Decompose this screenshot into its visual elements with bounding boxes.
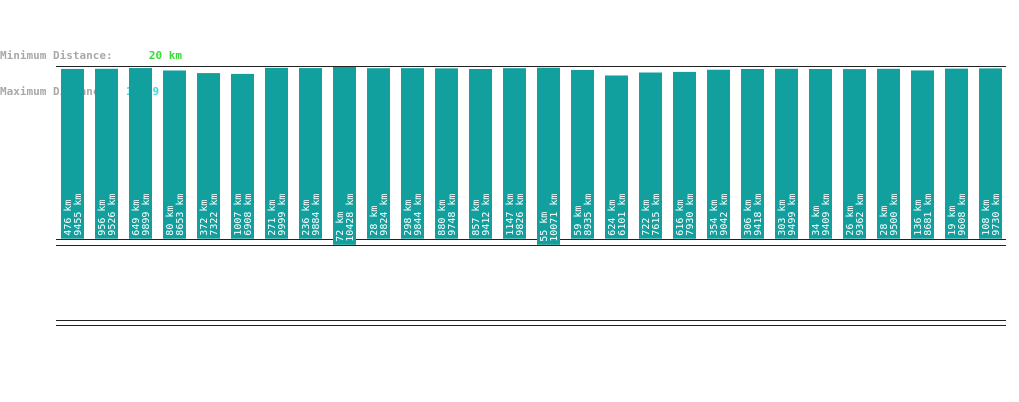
- bar-min-label: 136 km: [913, 200, 924, 236]
- bar-max-label: 8653 km: [175, 194, 186, 236]
- bar: [265, 67, 288, 239]
- bar-max-label: 9526 km: [107, 194, 118, 236]
- bar: [775, 68, 798, 239]
- bar-min-label: 303 km: [777, 200, 788, 236]
- bar: [979, 68, 1002, 239]
- bar-min-label: 354 km: [709, 200, 720, 236]
- bar-min-label: 271 km: [267, 200, 278, 236]
- bar: [639, 72, 662, 239]
- bar-min-label: 59 km: [573, 206, 584, 236]
- bar: [537, 67, 560, 245]
- bar: [707, 69, 730, 239]
- bar-max-label: 9748 km: [447, 194, 458, 236]
- bar: [333, 67, 356, 245]
- bar-max-label: 9730 km: [991, 194, 1002, 236]
- legend-min-row: Minimum Distance: 20 km: [0, 50, 182, 62]
- bar: [469, 68, 492, 239]
- bar: [401, 68, 424, 239]
- bar: [503, 68, 526, 239]
- bar-min-label: 616 km: [675, 200, 686, 236]
- bar: [129, 68, 152, 239]
- bar-min-label: 298 km: [403, 200, 414, 236]
- bar: [571, 69, 594, 239]
- bar: [163, 70, 186, 239]
- bar-max-label: 9455 km: [73, 194, 84, 236]
- bar-max-label: 9999 km: [277, 194, 288, 236]
- bar: [877, 68, 900, 239]
- bar-max-label: 6101 km: [617, 194, 628, 236]
- bar: [945, 68, 968, 239]
- bar-max-label: 9500 km: [889, 194, 900, 236]
- bar-max-label: 6908 km: [243, 194, 254, 236]
- bar-min-label: 722 km: [641, 200, 652, 236]
- bar-min-label: 880 km: [437, 200, 448, 236]
- bar-max-label: 7930 km: [685, 194, 696, 236]
- bar: [843, 69, 866, 239]
- bar-min-label: 1147 km: [505, 194, 516, 236]
- bar: [299, 68, 322, 239]
- bar-min-label: 55 km: [539, 212, 550, 242]
- bar: [367, 68, 390, 239]
- bar: [673, 71, 696, 239]
- bar-min-label: 26 km: [845, 206, 856, 236]
- bar-max-label: 7322 km: [209, 194, 220, 236]
- bar-min-label: 19 km: [947, 206, 958, 236]
- bar: [809, 68, 832, 239]
- bar-max-label: 9824 km: [379, 194, 390, 236]
- bar-max-label: 7615 km: [651, 194, 662, 236]
- bar: [741, 68, 764, 239]
- bar: [61, 68, 84, 239]
- bar-min-label: 956 km: [97, 200, 108, 236]
- legend-min-label: Minimum Distance:: [0, 49, 113, 62]
- bar-max-label: 9499 km: [787, 194, 798, 236]
- bar-min-label: 28 km: [369, 206, 380, 236]
- bar-min-label: 236 km: [301, 200, 312, 236]
- bar-max-label: 9899 km: [141, 194, 152, 236]
- bar-min-label: 372 km: [199, 200, 210, 236]
- bar-min-label: 649 km: [131, 200, 142, 236]
- bar-min-label: 80 km: [165, 206, 176, 236]
- bar-min-label: 476 km: [63, 200, 74, 236]
- bar: [197, 73, 220, 239]
- bar-min-label: 28 km: [879, 206, 890, 236]
- bar-max-label: 10428 km: [345, 194, 356, 242]
- bar: [231, 73, 254, 239]
- bar-min-label: 306 km: [743, 200, 754, 236]
- bar-max-label: 9042 km: [719, 194, 730, 236]
- bar-min-label: 1007 km: [233, 194, 244, 236]
- bar-min-label: 108 km: [981, 200, 992, 236]
- legend-min-value: 20 km: [148, 49, 182, 62]
- bar-max-label: 8681 km: [923, 194, 934, 236]
- bar-min-label: 857 km: [471, 200, 482, 236]
- bar: [95, 68, 118, 239]
- bar: [605, 75, 628, 239]
- bar-max-label: 9418 km: [753, 194, 764, 236]
- bar-min-label: 624 km: [607, 200, 618, 236]
- bar-max-label: 9409 km: [821, 194, 832, 236]
- bar-min-label: 72 km: [335, 212, 346, 242]
- bar-max-label: 9362 km: [855, 194, 866, 236]
- bar-max-label: 8935 km: [583, 194, 594, 236]
- bar-max-label: 9844 km: [413, 194, 424, 236]
- bar-max-label: 9412 km: [481, 194, 492, 236]
- bar: [911, 70, 934, 239]
- bar-max-label: 9884 km: [311, 194, 322, 236]
- bar-max-label: 10071 km: [549, 194, 560, 242]
- bar-min-label: 34 km: [811, 206, 822, 236]
- bar-max-label: 9608 km: [957, 194, 968, 236]
- bar: [435, 68, 458, 239]
- bar-max-label: 9826 km: [515, 194, 526, 236]
